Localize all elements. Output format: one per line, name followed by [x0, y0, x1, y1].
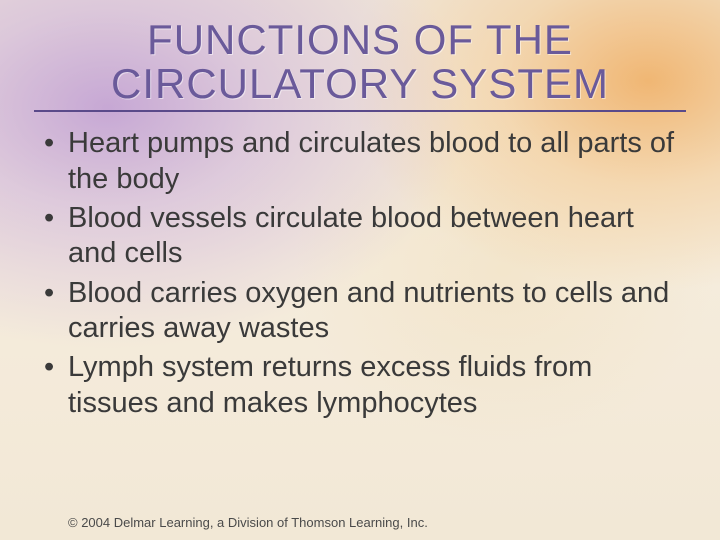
title-underline: [34, 110, 686, 112]
list-item: Blood carries oxygen and nutrients to ce…: [40, 276, 686, 347]
list-item: Lymph system returns excess fluids from …: [40, 350, 686, 421]
list-item: Blood vessels circulate blood between he…: [40, 201, 686, 272]
slide: FUNCTIONS OF THE CIRCULATORY SYSTEM Hear…: [0, 0, 720, 540]
list-item: Heart pumps and circulates blood to all …: [40, 126, 686, 197]
copyright-footer: © 2004 Delmar Learning, a Division of Th…: [34, 515, 686, 530]
slide-title: FUNCTIONS OF THE CIRCULATORY SYSTEM: [34, 18, 686, 106]
bullet-list: Heart pumps and circulates blood to all …: [34, 126, 686, 513]
